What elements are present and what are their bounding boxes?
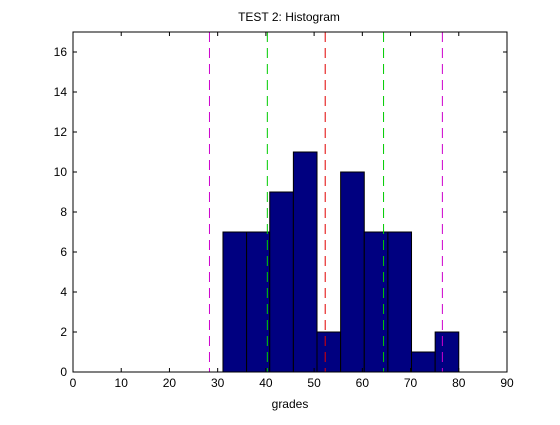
histogram-bar-2 <box>246 231 271 373</box>
y-tick-label: 2 <box>60 325 67 339</box>
bars-group <box>222 151 460 373</box>
x-tick-label: 40 <box>259 376 273 390</box>
histogram-bar-3 <box>269 191 294 373</box>
x-tick-label: 80 <box>452 376 466 390</box>
x-tick-label: 50 <box>307 376 321 390</box>
histogram-bar-5 <box>316 331 342 373</box>
vertical-lines-group <box>208 32 443 372</box>
plot-frame <box>72 31 508 373</box>
x-tick-label: 30 <box>211 376 225 390</box>
y-ticks-group: 0 2 4 6 8 10 12 14 16 <box>54 45 507 379</box>
histogram-bar-4 <box>292 151 318 373</box>
histogram-bar-1 <box>222 231 248 373</box>
x-tick-label: 10 <box>115 376 129 390</box>
y-tick-label: 12 <box>54 125 68 139</box>
histogram-bar-8 <box>387 231 413 373</box>
x-tick-label: 0 <box>70 376 77 390</box>
histogram-bar-7 <box>363 231 389 373</box>
chart-title: TEST 2: Histogram <box>238 10 340 24</box>
y-tick-label: 6 <box>60 245 67 259</box>
histogram-bar-6 <box>340 171 365 373</box>
x-tick-label: 60 <box>356 376 370 390</box>
x-axis-label: grades <box>272 397 309 411</box>
x-tick-label: 20 <box>163 376 177 390</box>
histogram-bar-9 <box>411 351 436 373</box>
y-tick-label: 8 <box>60 205 67 219</box>
y-tick-label: 0 <box>60 365 67 379</box>
y-tick-label: 10 <box>54 165 68 179</box>
x-tick-label: 90 <box>500 376 514 390</box>
y-tick-label: 4 <box>60 285 67 299</box>
y-tick-label: 14 <box>54 85 68 99</box>
x-tick-label: 70 <box>404 376 418 390</box>
x-ticks-group: 0 10 20 30 40 50 60 70 80 90 <box>70 32 514 390</box>
y-tick-label: 16 <box>54 45 68 59</box>
histogram-bar-10 <box>434 331 460 373</box>
